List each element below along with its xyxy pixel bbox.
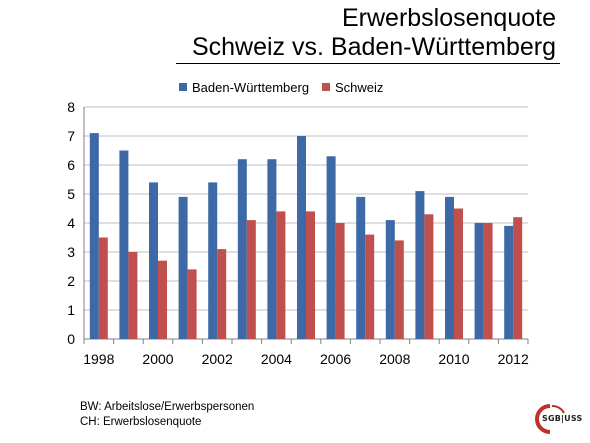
bar-schweiz [158, 260, 167, 339]
bar-schweiz [128, 252, 138, 339]
x-tick-label: 2000 [142, 351, 173, 367]
x-tick-label: 2012 [498, 351, 529, 367]
bar-schweiz [483, 223, 493, 339]
y-tick-label: 1 [67, 302, 75, 318]
bar-chart: 0 1 2 3 4 5 6 7 8 1998 2000 2002 2004 2006 2008 2010 201… [67, 80, 529, 367]
y-tick-label: 6 [67, 157, 75, 173]
legend-swatch [179, 83, 187, 91]
chart-title-line1: Erwerbslosenquote [341, 4, 556, 32]
bar-baden-wuerttemberg [356, 196, 366, 339]
bar-baden-wuerttemberg [89, 133, 99, 339]
bar-schweiz [217, 249, 227, 339]
bar-schweiz [276, 211, 286, 339]
bar-schweiz [246, 220, 256, 339]
bar-schweiz [394, 240, 404, 339]
title-underline [176, 63, 560, 64]
y-tick-label: 5 [67, 186, 75, 202]
bar-schweiz [513, 217, 523, 339]
y-tick-label: 8 [67, 99, 75, 115]
bar-baden-wuerttemberg [178, 196, 188, 339]
bar-baden-wuerttemberg [445, 196, 454, 339]
footnote-ch: CH: Erwerbslosenquote [80, 416, 202, 428]
bar-baden-wuerttemberg [326, 156, 336, 339]
bar-schweiz [454, 208, 463, 339]
bar-schweiz [424, 214, 434, 339]
x-tick-label: 2010 [438, 351, 469, 367]
bar-schweiz [187, 269, 197, 339]
x-tick-label: 2006 [320, 351, 351, 367]
legend-label: Schweiz [335, 80, 383, 95]
x-tick-label: 2008 [379, 351, 410, 367]
bar-schweiz [98, 237, 108, 339]
bar-baden-wuerttemberg [474, 223, 484, 339]
x-tick-label: 2002 [202, 351, 233, 367]
y-tick-label: 3 [67, 244, 75, 260]
bar-schweiz [306, 211, 315, 339]
x-tick-label: 1998 [83, 351, 114, 367]
chart-title-line2: Schweiz vs. Baden-Württemberg [191, 33, 556, 61]
bar-schweiz [335, 223, 345, 339]
y-tick-label: 4 [67, 215, 75, 231]
y-tick-label: 2 [67, 273, 75, 289]
bar-baden-wuerttemberg [119, 150, 129, 339]
bar-baden-wuerttemberg [267, 159, 277, 339]
legend-label: Baden-Württemberg [192, 80, 309, 95]
bar-baden-wuerttemberg [415, 191, 425, 339]
bar-baden-wuerttemberg [504, 225, 514, 339]
bar-baden-wuerttemberg [385, 220, 395, 339]
legend-swatch [322, 83, 330, 91]
x-tick-label: 2004 [261, 351, 292, 367]
bar-baden-wuerttemberg [208, 182, 218, 339]
logo-swirl-icon [535, 404, 565, 434]
bar-baden-wuerttemberg [297, 136, 306, 339]
bar-baden-wuerttemberg [149, 182, 158, 339]
bar-baden-wuerttemberg [237, 159, 247, 339]
y-tick-label: 0 [67, 331, 75, 347]
footnote-bw: BW: Arbeitslose/Erwerbspersonen [80, 401, 255, 413]
logo-text: SGB|USS [542, 414, 583, 423]
sgb-uss-logo: SGB|USS [528, 403, 582, 435]
bar-schweiz [365, 234, 375, 339]
y-tick-label: 7 [67, 128, 75, 144]
